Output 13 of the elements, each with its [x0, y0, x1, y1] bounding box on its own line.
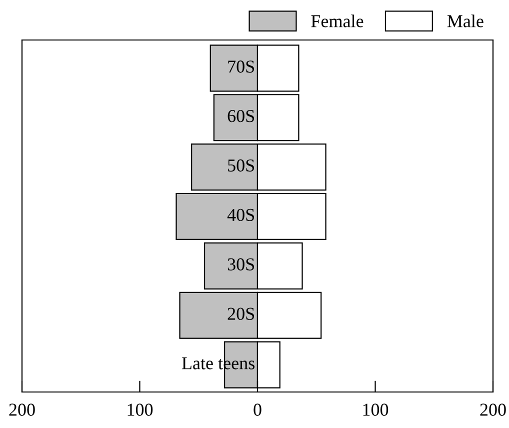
- x-tick-label: 0: [254, 404, 262, 416]
- y-tick-label: 70S: [228, 60, 254, 73]
- x-tick-label: 200: [480, 404, 506, 416]
- y-tick-label: 40S: [227, 208, 254, 222]
- y-tick-label: 60S: [228, 110, 254, 122]
- y-tick-label: 30S: [228, 258, 254, 270]
- x-tick-label: 100: [363, 404, 388, 416]
- y-tick-label: 20S: [228, 308, 254, 320]
- legend-label: Female: [311, 14, 364, 28]
- legend-label: Male: [447, 14, 484, 28]
- x-tick-label: 200: [9, 404, 35, 416]
- x-tick-label: 100: [128, 404, 153, 416]
- y-tick-label: 50S: [228, 159, 254, 172]
